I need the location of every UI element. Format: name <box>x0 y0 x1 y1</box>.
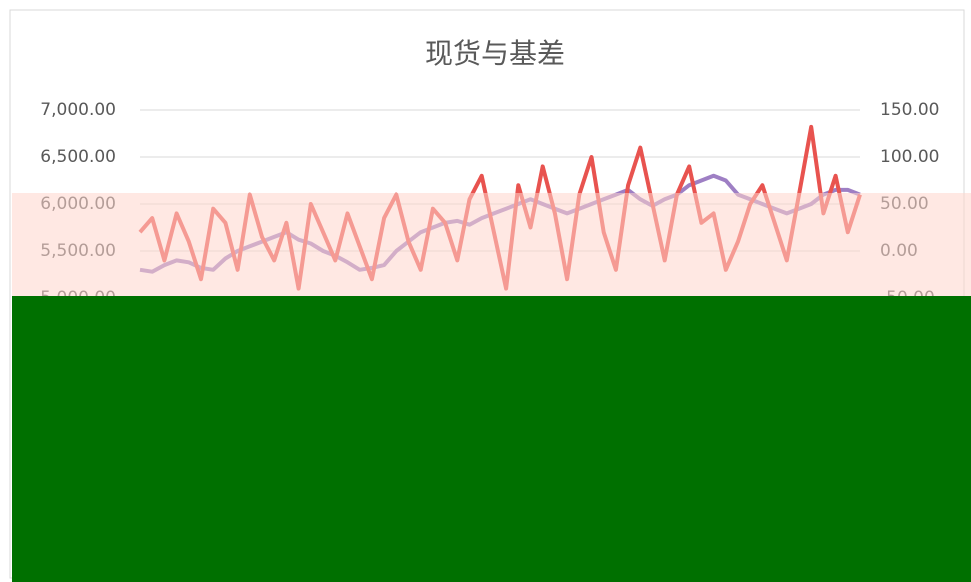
y2-tick-label: 100.00 <box>880 147 939 167</box>
y2-tick-label: 150.00 <box>880 100 939 120</box>
chart-title: 现货与基差 <box>425 37 565 70</box>
y-tick-label: 7,000.00 <box>40 100 116 120</box>
y-tick-label: 6,500.00 <box>40 147 116 167</box>
glitch-band <box>12 193 971 296</box>
glitch-block <box>12 296 971 582</box>
